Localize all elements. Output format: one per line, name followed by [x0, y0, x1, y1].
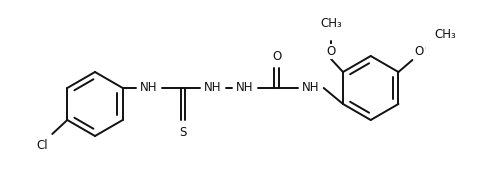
Text: Cl: Cl: [37, 139, 48, 152]
Text: O: O: [326, 45, 335, 58]
Text: NH: NH: [140, 81, 157, 94]
Text: NH: NH: [235, 81, 253, 94]
Text: S: S: [179, 126, 186, 138]
Text: O: O: [272, 50, 281, 63]
Text: NH: NH: [203, 81, 221, 94]
Text: O: O: [414, 45, 423, 58]
Text: NH: NH: [302, 81, 319, 94]
Text: CH₃: CH₃: [433, 28, 455, 41]
Text: CH₃: CH₃: [320, 17, 341, 30]
